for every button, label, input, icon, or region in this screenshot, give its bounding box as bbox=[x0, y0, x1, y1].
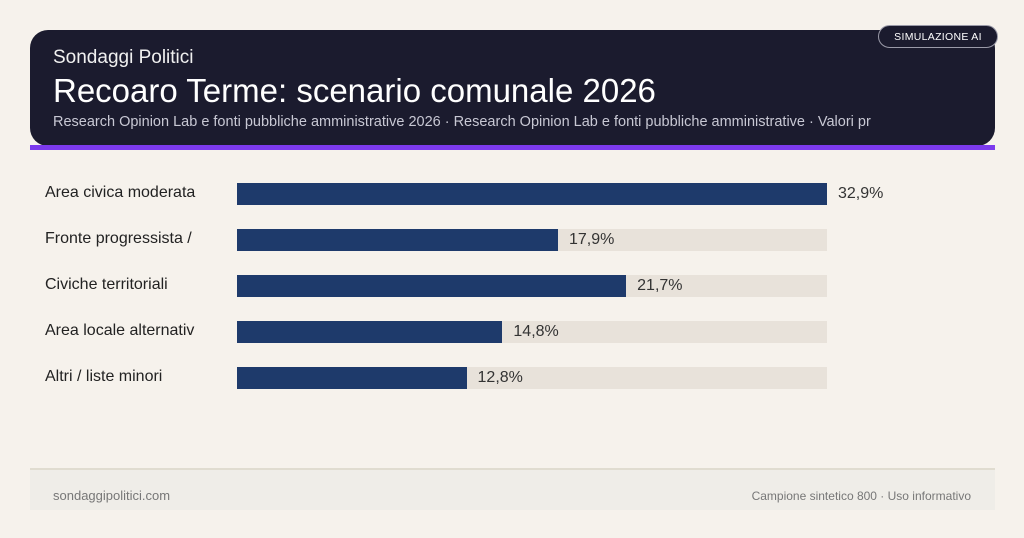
value-label: 32,9% bbox=[838, 185, 884, 202]
bar-row: Area civica moderata 32,9% bbox=[0, 183, 1024, 205]
bar bbox=[237, 183, 827, 205]
bar-row: Fronte progressista / 17,9% bbox=[0, 229, 1024, 251]
accent-bar bbox=[30, 145, 995, 150]
bar-track bbox=[237, 367, 827, 389]
category-label: Altri / liste minori bbox=[45, 368, 163, 385]
bar-row: Altri / liste minori 12,8% bbox=[0, 367, 1024, 389]
bar bbox=[237, 275, 627, 297]
value-label: 21,7% bbox=[637, 277, 683, 294]
bar-track bbox=[237, 229, 827, 251]
subtitle: Research Opinion Lab e fonti pubbliche a… bbox=[53, 114, 871, 130]
footer-note: Campione sintetico 800 · Uso informativo bbox=[751, 489, 971, 503]
bar-track bbox=[237, 321, 827, 343]
value-label: 17,9% bbox=[569, 231, 615, 248]
kicker: Sondaggi Politici bbox=[53, 47, 194, 68]
value-label: 14,8% bbox=[513, 323, 559, 340]
bar bbox=[237, 229, 558, 251]
category-label: Area civica moderata bbox=[45, 184, 196, 201]
footer: sondaggipolitici.com Campione sintetico … bbox=[30, 468, 995, 510]
footer-site: sondaggipolitici.com bbox=[53, 488, 171, 503]
page-title: Recoaro Terme: scenario comunale 2026 bbox=[53, 72, 656, 109]
bar bbox=[237, 367, 467, 389]
category-label: Area locale alternativ bbox=[45, 322, 195, 339]
value-label: 12,8% bbox=[477, 369, 523, 386]
header: Sondaggi Politici Recoaro Terme: scenari… bbox=[30, 30, 995, 146]
bar bbox=[237, 321, 503, 343]
bar-row: Area locale alternativ 14,8% bbox=[0, 321, 1024, 343]
bar-track bbox=[237, 183, 827, 205]
bar-track bbox=[237, 275, 827, 297]
category-label: Fronte progressista / bbox=[45, 230, 192, 247]
simulation-badge: SIMULAZIONE AI bbox=[878, 25, 998, 48]
category-label: Civiche territoriali bbox=[45, 276, 168, 293]
bar-row: Civiche territoriali 21,7% bbox=[0, 275, 1024, 297]
